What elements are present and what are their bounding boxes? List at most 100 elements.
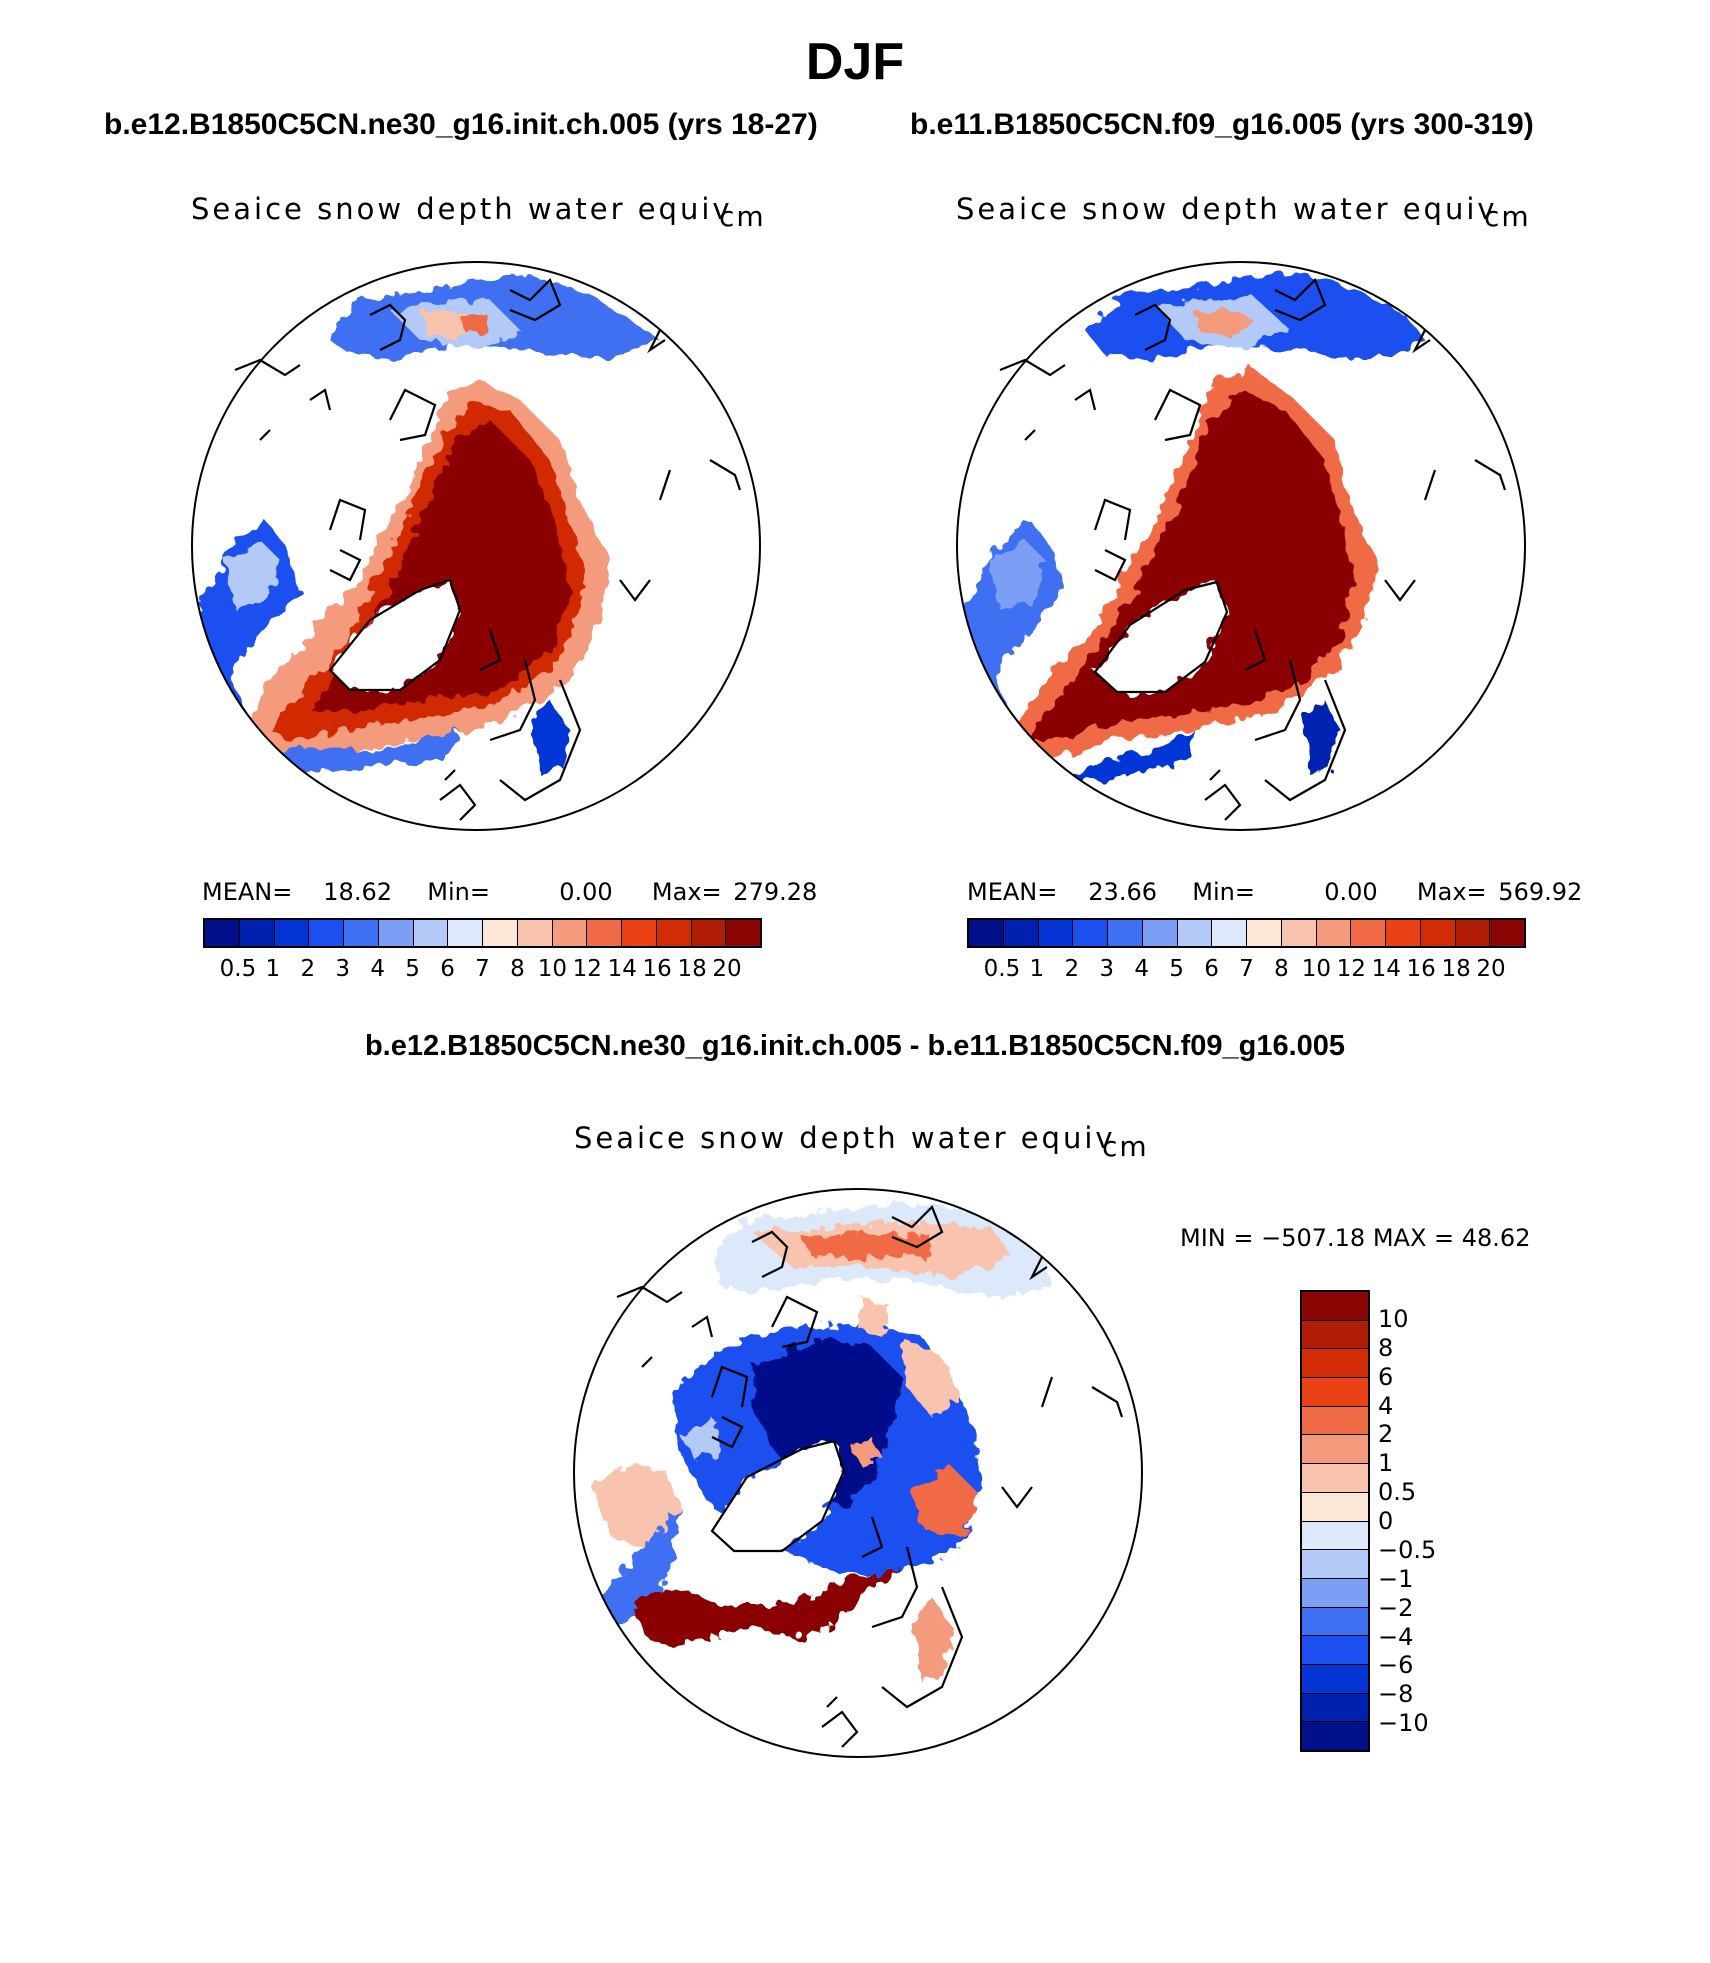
panel-right-max-value: 569.92 (1498, 878, 1583, 906)
difference-colorbar-tick-label: 0.5 (1378, 1478, 1417, 1507)
panel-left-colorbar-swatch (309, 920, 344, 946)
difference-minmax: MIN = −507.18 MAX = 48.62 (1180, 1224, 1531, 1252)
panel-left-colorbar-swatch (413, 920, 449, 946)
panel-right-map-boundary (956, 261, 1526, 831)
panel-right-colorbar-swatch (1351, 920, 1386, 946)
panel-right-case-title: b.e11.B1850C5CN.f09_g16.005 (yrs 300-319… (910, 108, 1534, 141)
panel-right-snow-field (965, 272, 1425, 780)
panel-left-colorbar-tick-label: 16 (642, 956, 672, 982)
difference-colorbar-swatch (1302, 1636, 1368, 1665)
difference-colorbar-swatch (1302, 1722, 1368, 1750)
panel-right-colorbar-tick-label: 18 (1441, 956, 1471, 982)
difference-colorbar-tick-label: −8 (1378, 1680, 1414, 1709)
panel-right-colorbar-tick-label: 3 (1099, 956, 1115, 982)
panel-right-colorbar-swatch (1142, 920, 1178, 946)
panel-left-colorbar-swatch (622, 920, 657, 946)
panel-right-unit: cm (1484, 200, 1531, 233)
difference-colorbar-tick-label: 10 (1378, 1304, 1409, 1333)
panel-right-mean-label: MEAN= (967, 878, 1058, 906)
panel-left-colorbar-swatch (378, 920, 414, 946)
panel-left-colorbar-swatch (344, 920, 379, 946)
panel-right-colorbar-tick-label: 12 (1336, 956, 1366, 982)
panel-left-colorbar-tick-label: 20 (712, 956, 742, 982)
difference-colorbar-swatch (1302, 1378, 1368, 1407)
panel-right-colorbar-swatch (1003, 920, 1039, 946)
difference-colorbar-swatch (1302, 1521, 1368, 1551)
panel-left-colorbar-tick-label: 10 (537, 956, 568, 982)
panel-left-max-value: 279.28 (733, 878, 818, 906)
panel-left-polar-map (191, 261, 761, 831)
difference-colorbar-swatch (1302, 1550, 1368, 1579)
panel-left-colorbar-tick-label: 8 (510, 956, 525, 982)
difference-colorbar-swatch (1302, 1693, 1368, 1723)
panel-right-colorbar-swatch (1490, 920, 1524, 946)
panel-right-colorbar-tick-label: 0.5 (983, 956, 1021, 982)
panel-left-stats: MEAN= 18.62 Min= 0.00 Max= 279.28 (202, 878, 817, 906)
difference-colorbar-swatch (1302, 1578, 1368, 1608)
difference-colorbar-swatch (1302, 1492, 1368, 1522)
difference-colorbar-swatch (1302, 1292, 1368, 1321)
panel-right-colorbar-swatch (1247, 920, 1282, 946)
panel-right-colorbar-tick-label: 16 (1406, 956, 1436, 982)
panel-left-case-title: b.e12.B1850C5CN.ne30_g16.init.ch.005 (yr… (104, 108, 818, 141)
panel-left-colorbar-tick-label: 5 (405, 956, 420, 982)
difference-field-label: Seaice snow depth water equiv (574, 1121, 1116, 1155)
panel-right-colorbar-tick-label: 1 (1029, 956, 1045, 982)
panel-left-mean-label: MEAN= (202, 878, 293, 906)
difference-colorbar-swatch (1302, 1464, 1368, 1493)
difference-colorbar-tick-label: −10 (1378, 1709, 1429, 1738)
difference-colorbar-swatch (1302, 1406, 1368, 1436)
panel-left-coastlines (234, 278, 742, 821)
difference-colorbar-tick-label: 6 (1378, 1362, 1394, 1391)
difference-colorbar-tick-label: 1 (1378, 1449, 1394, 1478)
difference-map-boundary (573, 1188, 1143, 1758)
panel-left-colorbar-swatch (656, 920, 692, 946)
difference-colorbar-tick-label: −6 (1378, 1651, 1414, 1680)
panel-left-colorbar-swatch (483, 920, 518, 946)
panel-right-colorbar-swatch (1386, 920, 1421, 946)
difference-title: b.e12.B1850C5CN.ne30_g16.init.ch.005 - b… (364, 1030, 1346, 1062)
panel-left-colorbar-swatch (448, 920, 483, 946)
panel-right-colorbar-tick-label: 2 (1064, 956, 1080, 982)
panel-left-field-label: Seaice snow depth water equiv (191, 192, 733, 226)
difference-colorbar-tick-label: 4 (1378, 1391, 1394, 1420)
difference-colorbar-tick-label: 2 (1378, 1420, 1394, 1449)
panel-left-colorbar-tick-label: 3 (335, 956, 351, 982)
panel-left-snow-field (200, 275, 660, 775)
panel-right-colorbar-tick-label: 7 (1239, 956, 1254, 982)
panel-left-colorbar-swatch (205, 920, 240, 946)
panel-right-min-label: Min= (1192, 878, 1255, 906)
panel-left-colorbar-swatch (239, 920, 275, 946)
panel-left-colorbar-tick-label: 18 (677, 956, 707, 982)
panel-right-colorbar-tick-label: 4 (1134, 956, 1150, 982)
difference-unit: cm (1102, 1130, 1149, 1163)
difference-colorbar-tick-label: 8 (1378, 1333, 1394, 1362)
panel-left-colorbar-tick-label: 12 (572, 956, 602, 982)
panel-right-colorbar-swatch (1108, 920, 1143, 946)
panel-right-mean-value: 23.66 (1088, 878, 1157, 906)
panel-right-colorbar (967, 918, 1526, 948)
panel-left-colorbar-swatch (691, 920, 727, 946)
panel-left-colorbar-swatch (274, 920, 310, 946)
panel-left-min-label: Min= (427, 878, 490, 906)
difference-colorbar-tick-label: −0.5 (1378, 1535, 1437, 1564)
panel-left-colorbar-tick-label: 7 (475, 956, 490, 982)
difference-colorbar (1300, 1290, 1370, 1752)
panel-right-colorbar-tick-label: 6 (1204, 956, 1219, 982)
panel-right-colorbar-swatch (1316, 920, 1352, 946)
panel-right-colorbar-tick-label: 8 (1274, 956, 1289, 982)
panel-right-colorbar-swatch (1455, 920, 1491, 946)
difference-colorbar-swatch (1302, 1320, 1368, 1350)
panel-right-colorbar-swatch (1420, 920, 1456, 946)
difference-colorbar-swatch (1302, 1607, 1368, 1637)
panel-right-coastlines (999, 278, 1507, 821)
panel-left-colorbar-swatch (587, 920, 622, 946)
figure-title: DJF (805, 33, 905, 91)
panel-left-colorbar-swatch (552, 920, 588, 946)
panel-left-colorbar-tick-label: 1 (265, 956, 281, 982)
difference-colorbar-swatch (1302, 1435, 1368, 1465)
panel-left-min-value: 0.00 (559, 878, 613, 906)
panel-left-colorbar (203, 918, 762, 948)
panel-right-field-label: Seaice snow depth water equiv (956, 192, 1498, 226)
difference-colorbar-swatch (1302, 1349, 1368, 1379)
